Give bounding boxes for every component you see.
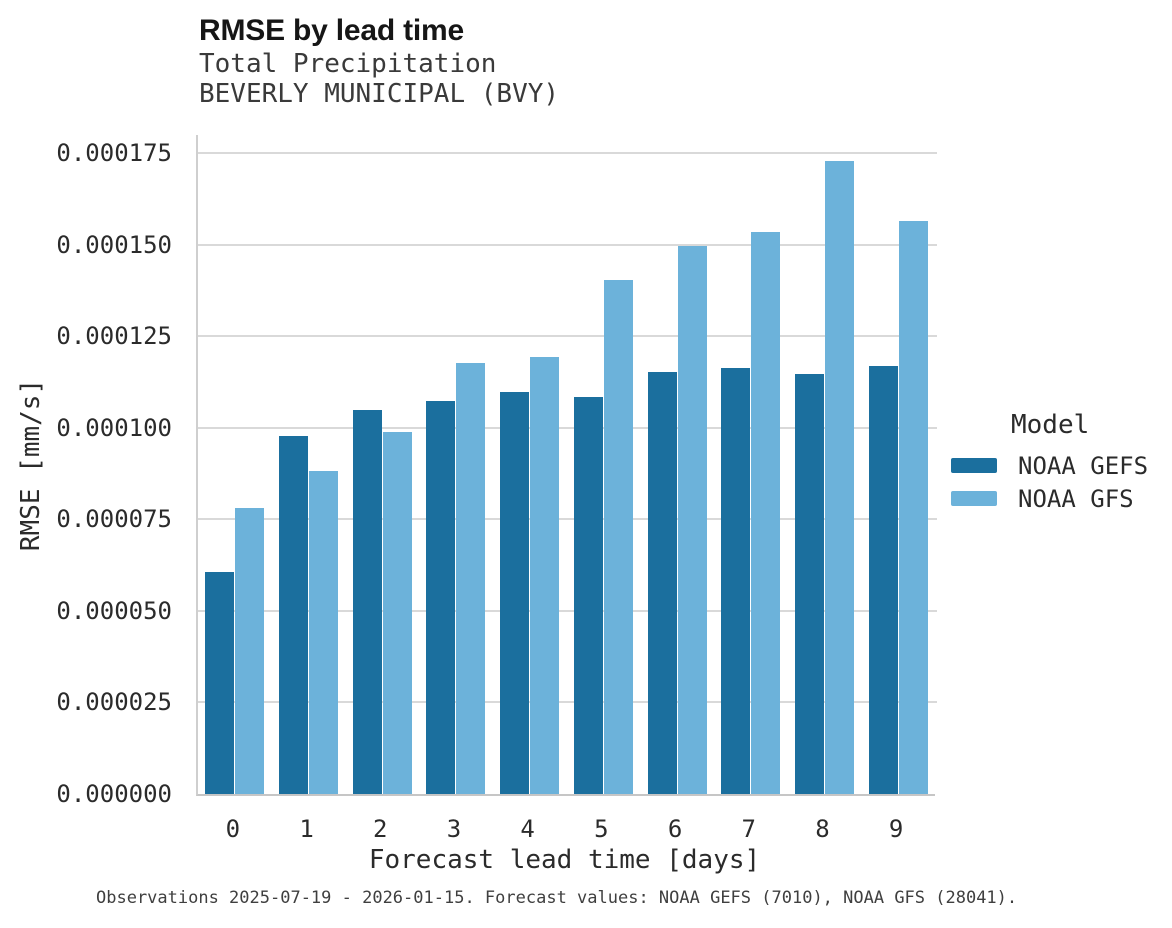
legend-label-noaa-gfs: NOAA GFS — [1018, 484, 1134, 513]
chart-title: RMSE by lead time — [199, 14, 465, 47]
gridline — [198, 701, 937, 704]
gridline — [198, 609, 937, 612]
x-tick-label: 1 — [299, 815, 314, 843]
chart-subtitle-station: BEVERLY MUNICIPAL (BVY) — [199, 79, 560, 109]
x-tick-label: 9 — [888, 815, 904, 843]
bar-noaa-gfs — [235, 508, 265, 794]
bar-group — [714, 135, 788, 794]
x-tick-label: 6 — [667, 815, 683, 843]
bar-group — [861, 135, 935, 794]
bar-noaa-gefs — [647, 372, 677, 794]
y-tick-label: 0.000000 — [56, 780, 172, 808]
y-tick-label: 0.000075 — [56, 505, 172, 534]
plot-area — [196, 135, 937, 796]
bar-noaa-gfs — [309, 471, 339, 794]
x-tick-label: 7 — [741, 815, 756, 843]
bar-noaa-gefs — [426, 401, 456, 794]
bar-noaa-gefs — [352, 409, 382, 794]
bar-noaa-gefs — [794, 374, 824, 794]
y-tick-label: 0.000125 — [56, 322, 172, 351]
legend-entries: NOAA GEFS NOAA GFS — [951, 449, 1148, 515]
legend-title: Model — [1011, 410, 1090, 440]
bar-group — [345, 135, 419, 794]
bar-noaa-gfs — [530, 357, 560, 794]
bar-noaa-gefs — [573, 396, 603, 794]
bar-noaa-gfs — [677, 245, 707, 794]
bar-noaa-gefs — [500, 391, 530, 794]
y-tick-label: 0.000100 — [56, 413, 172, 442]
x-tick-label: 8 — [815, 815, 830, 843]
bar-noaa-gefs — [868, 365, 898, 794]
y-tick-label: 0.000025 — [56, 688, 172, 717]
bar-noaa-gfs — [898, 221, 928, 794]
legend-label-noaa-gefs: NOAA GEFS — [1018, 451, 1149, 480]
x-tick-label: 0 — [225, 815, 241, 843]
footer-caption: Observations 2025-07-19 - 2026-01-15. Fo… — [96, 888, 1018, 908]
y-tick-label: 0.000175 — [56, 139, 172, 168]
bar-noaa-gefs — [279, 435, 309, 794]
x-tick-label: 3 — [446, 815, 462, 843]
legend-entry: NOAA GEFS — [951, 449, 1148, 482]
gridline — [198, 152, 937, 155]
x-tick-label: 4 — [520, 815, 535, 843]
bar-group — [640, 135, 714, 794]
bar-group — [493, 135, 567, 794]
bar-noaa-gfs — [382, 431, 412, 794]
legend-swatch-noaa-gfs — [951, 491, 997, 506]
gridline — [198, 426, 937, 429]
bar-group — [567, 135, 641, 794]
gridline — [198, 243, 937, 246]
bar-noaa-gfs — [456, 363, 486, 794]
legend: Model NOAA GEFS NOAA GFS — [951, 410, 1148, 515]
y-tick-label: 0.000050 — [56, 596, 172, 625]
bar-group — [419, 135, 493, 794]
bar-group — [788, 135, 862, 794]
legend-entry: NOAA GFS — [951, 482, 1148, 515]
bar-noaa-gefs — [205, 571, 235, 794]
y-tick-label: 0.000150 — [56, 230, 172, 259]
bar-noaa-gfs — [751, 232, 781, 794]
bar-group — [272, 135, 346, 794]
x-axis-label: Forecast lead time [days] — [368, 845, 761, 875]
gridline — [198, 335, 937, 338]
chart-subtitle-variable: Total Precipitation — [199, 49, 497, 79]
bar-noaa-gefs — [721, 367, 751, 794]
bar-noaa-gfs — [603, 279, 633, 794]
bar-noaa-gfs — [824, 161, 854, 794]
gridline — [198, 518, 937, 521]
bar-group — [198, 135, 272, 794]
legend-swatch-noaa-gefs — [951, 458, 997, 473]
x-tick-label: 5 — [594, 815, 609, 843]
x-tick-label: 2 — [373, 815, 388, 843]
